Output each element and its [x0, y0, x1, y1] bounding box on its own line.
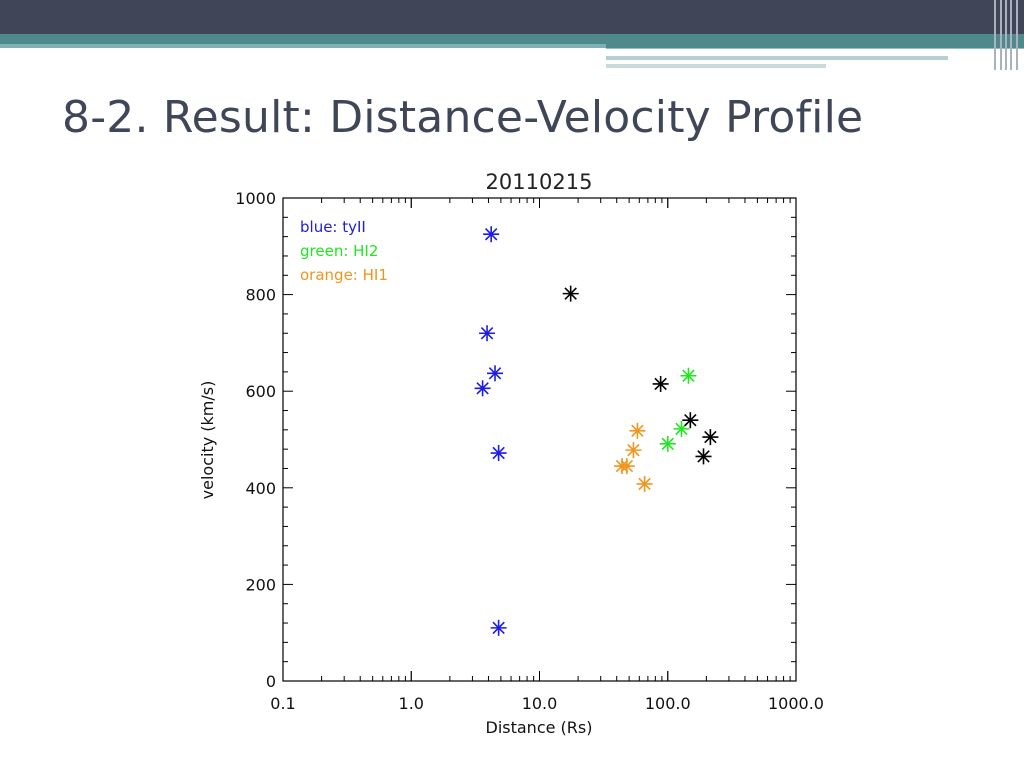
legend-entry: orange: HI1: [300, 266, 388, 284]
data-point-marker: [680, 367, 697, 384]
page-title: 8-2. Result: Distance-Velocity Profile: [62, 92, 864, 143]
x-tick-label: 100.0: [645, 694, 691, 713]
y-tick-label: 1000: [235, 189, 276, 208]
slide-decor-stripe: [606, 56, 948, 60]
data-point-marker: [490, 445, 507, 462]
data-markers: [474, 226, 719, 636]
data-point-marker: [490, 619, 507, 636]
slide-top-bar: [0, 0, 1024, 34]
slide-accent-band-light: [0, 44, 606, 48]
data-point-marker: [702, 429, 719, 446]
data-point-marker: [618, 458, 635, 475]
x-tick-label: 10.0: [522, 694, 558, 713]
data-point-marker: [636, 475, 653, 492]
slide-decor-stripe: [606, 48, 1024, 57]
data-point-marker: [625, 442, 642, 459]
chart-title: 20110215: [486, 170, 593, 194]
legend-entry: blue: tyII: [300, 218, 366, 236]
slide-edge-lines: [992, 0, 1024, 70]
legend-entry: green: HI2: [300, 242, 378, 260]
data-point-marker: [682, 412, 699, 429]
data-point-marker: [629, 422, 646, 439]
data-point-marker: [695, 448, 712, 465]
data-point-marker: [659, 435, 676, 452]
x-axis-label: Distance (Rs): [486, 718, 593, 737]
slide-decor-stripe: [606, 64, 826, 68]
y-tick-label: 800: [245, 286, 276, 305]
y-axis-label: velocity (km/s): [198, 381, 217, 500]
x-tick-label: 1000.0: [768, 694, 824, 713]
data-point-marker: [474, 380, 491, 397]
axis-tick-labels: 0.1 1.0 10.0 100.0 1000.0 0 200 400 600 800 1000: [235, 189, 824, 713]
y-tick-label: 0: [266, 672, 276, 691]
data-point-marker: [652, 375, 669, 392]
y-tick-label: 200: [245, 575, 276, 594]
legend: blue: tyII green: HI2 orange: HI1: [300, 218, 388, 284]
data-point-marker: [487, 365, 504, 382]
data-point-marker: [562, 285, 579, 302]
y-tick-label: 600: [245, 382, 276, 401]
x-tick-label: 0.1: [270, 694, 295, 713]
axis-ticks: [282, 197, 797, 682]
data-point-marker: [479, 325, 496, 342]
data-point-marker: [483, 226, 500, 243]
y-tick-label: 400: [245, 479, 276, 498]
x-tick-label: 1.0: [399, 694, 424, 713]
